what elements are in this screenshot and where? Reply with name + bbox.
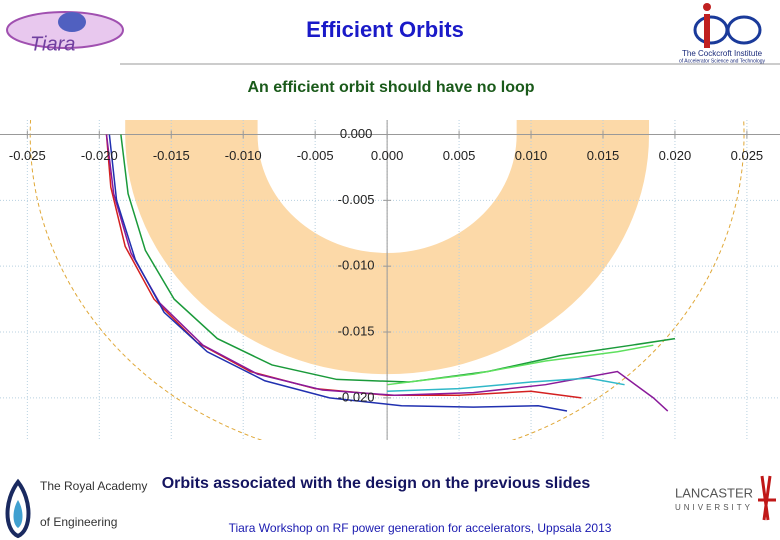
y-tick-label: -0.005	[338, 192, 375, 207]
y-tick-label: -0.020	[338, 389, 375, 404]
x-tick-label: -0.015	[153, 148, 190, 163]
logo-text: UNIVERSITY	[675, 503, 753, 512]
x-tick-label: 0.020	[659, 148, 692, 163]
orbit	[105, 134, 669, 412]
orbit	[120, 134, 676, 383]
logo-text: Tiara	[30, 33, 75, 55]
logo-text: LANCASTER	[675, 485, 753, 500]
x-tick-label: -0.020	[81, 148, 118, 163]
lancaster-logo: LANCASTER UNIVERSITY	[675, 475, 776, 521]
orbit	[387, 344, 654, 386]
footer: Tiara Workshop on RF power generation fo…	[229, 521, 612, 535]
logo-text: of Engineering	[40, 515, 117, 529]
caption: Orbits associated with the design on the…	[162, 475, 591, 492]
royal-academy-logo: The Royal Academy of Engineering	[5, 478, 147, 539]
x-tick-label: -0.005	[297, 148, 334, 163]
y-tick-label: -0.015	[338, 323, 375, 338]
cockcroft-logo: The Cockcroft Institute of Accelerator S…	[679, 3, 766, 64]
tiara-logo: Tiara	[6, 11, 124, 55]
title: Efficient Orbits	[306, 17, 464, 42]
plot	[0, 120, 780, 440]
x-tick-label: 0.015	[587, 148, 620, 163]
x-tick-label: 0.005	[443, 148, 476, 163]
logo-text: of Accelerator Science and Technology	[679, 58, 766, 64]
logo-text: The Cockcroft Institute	[682, 49, 763, 58]
orbit	[105, 134, 582, 399]
y-tick-label: 0.000	[340, 126, 373, 141]
x-tick-label: 0.025	[731, 148, 764, 163]
y-tick-label: -0.010	[338, 258, 375, 273]
orbit	[387, 377, 625, 393]
x-tick-label: -0.010	[225, 148, 262, 163]
orbit	[108, 134, 568, 412]
axis-labels: -0.025 -0.020 -0.015 -0.010 -0.005 0.000 0.005…	[9, 126, 763, 404]
x-tick-label: -0.025	[9, 148, 46, 163]
subtitle: An efficient orbit should have no loop	[247, 79, 534, 96]
design-region	[125, 120, 650, 375]
logo-text: The Royal Academy	[40, 479, 147, 493]
x-tick-label: 0.000	[371, 148, 404, 163]
x-tick-label: 0.010	[515, 148, 548, 163]
